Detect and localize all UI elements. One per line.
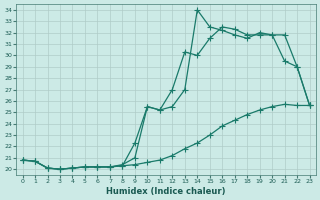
X-axis label: Humidex (Indice chaleur): Humidex (Indice chaleur) — [106, 187, 226, 196]
